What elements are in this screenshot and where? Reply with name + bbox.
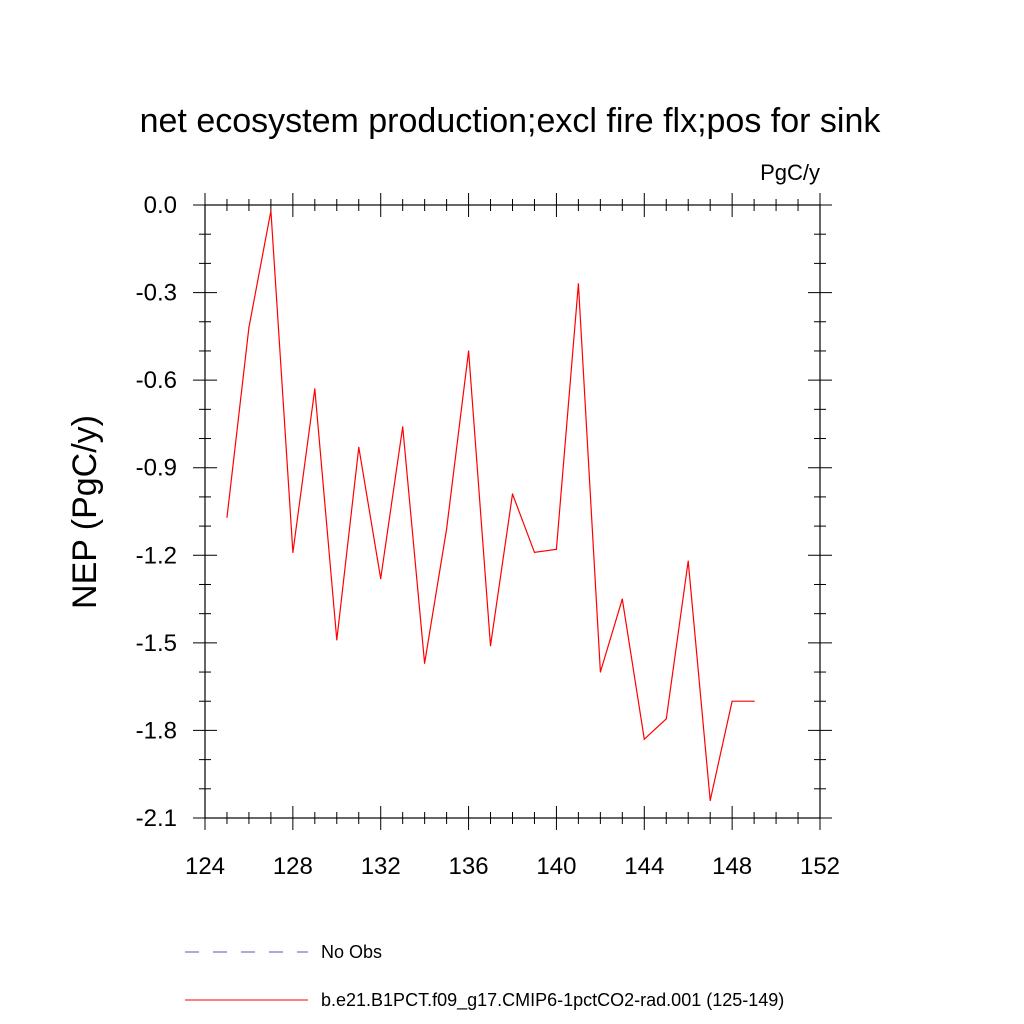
axis-ticks: [193, 193, 832, 830]
data-point: [555, 548, 558, 551]
data-point: [270, 210, 272, 212]
x-tick-label: 144: [624, 853, 664, 880]
data-point: [731, 700, 733, 702]
data-point: [248, 327, 250, 329]
data-point: [292, 551, 294, 554]
data-point: [402, 426, 404, 428]
data-point: [643, 738, 645, 740]
y-tick-label: -0.3: [136, 280, 177, 307]
legend-label: b.e21.B1PCT.f09_g17.CMIP6-1pctCO2-rad.00…: [321, 990, 784, 1011]
data-point: [687, 560, 689, 562]
y-tick-label: -1.8: [136, 717, 177, 744]
y-tick-label: -0.9: [136, 455, 177, 482]
units-label: PgC/y: [760, 160, 820, 185]
data-point: [226, 516, 228, 518]
data-point: [533, 551, 536, 554]
data-point: [665, 718, 667, 720]
data-point: [446, 528, 448, 530]
legend: No Obs b.e21.B1PCT.f09_g17.CMIP6-1pctCO2-…: [185, 942, 784, 1011]
x-tick-label: 124: [185, 853, 225, 880]
data-point: [599, 671, 602, 673]
chart-title: net ecosystem production;excl fire flx;p…: [140, 102, 882, 140]
y-tick-label: -2.1: [136, 805, 177, 832]
x-tick-label: 132: [361, 853, 401, 880]
y-tick-label: 0.0: [144, 192, 177, 219]
data-point: [753, 700, 755, 702]
x-tick-label: 140: [536, 853, 576, 880]
data-point: [709, 799, 711, 802]
data-point: [489, 645, 492, 647]
axis-tick-labels: 0.0 -0.3 -0.6 -0.9 -1.2 -1.5 -1.8 -2.1 124 128 132…: [136, 192, 840, 880]
data-point: [577, 283, 580, 285]
data-point: [380, 578, 382, 580]
data-point: [314, 388, 316, 390]
series-line: [226, 210, 755, 801]
data-point: [511, 493, 514, 495]
y-tick-label: -1.5: [136, 630, 177, 657]
x-tick-label: 152: [800, 853, 840, 880]
x-tick-label: 136: [449, 853, 489, 880]
x-tick-label: 148: [712, 853, 752, 880]
data-point: [621, 598, 623, 600]
data-point: [424, 662, 426, 664]
y-tick-label: -0.6: [136, 367, 177, 394]
data-point: [468, 350, 470, 352]
series-lines: [226, 210, 755, 802]
data-point: [336, 639, 338, 641]
y-axis-label: NEP (PgC/y): [66, 415, 104, 609]
plot-frame: [204, 204, 821, 819]
y-tick-label: -1.2: [136, 542, 177, 569]
x-tick-label: 128: [273, 853, 313, 880]
legend-label: No Obs: [321, 942, 382, 962]
data-point: [358, 446, 360, 448]
